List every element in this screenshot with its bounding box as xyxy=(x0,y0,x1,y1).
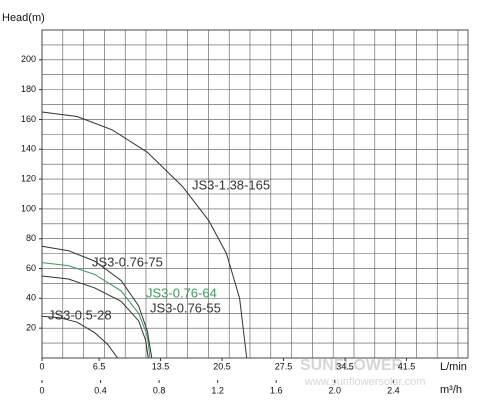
y-axis-label: Head(m) xyxy=(2,12,45,24)
y-tick-label: 80 xyxy=(26,233,36,243)
y-tick-label: 200 xyxy=(21,54,36,64)
x2-tick-label: 0.8 xyxy=(153,385,166,395)
watermark: SUNFLOWER xyxy=(300,357,404,374)
x2-tick-label: 1.6 xyxy=(270,385,283,395)
x-tick-label: 20.5 xyxy=(213,361,231,371)
x2-tick-label: 1.2 xyxy=(211,385,224,395)
x-tick-label: 34.5 xyxy=(336,361,354,371)
y-tick-label: 40 xyxy=(26,293,36,303)
plot-frame xyxy=(41,29,469,359)
y-tick-label: 20 xyxy=(26,323,36,333)
x2-tick-label: 0 xyxy=(39,385,44,395)
curve xyxy=(41,315,118,359)
y-tick-label: 160 xyxy=(21,114,36,124)
x-tick-label: 13.5 xyxy=(152,361,170,371)
curve xyxy=(41,275,149,359)
x-tick-label: 27.5 xyxy=(275,361,293,371)
x2-tick-label: 2.0 xyxy=(329,385,342,395)
x2-tick-label: 0.4 xyxy=(94,385,107,395)
y-tick-label: 60 xyxy=(26,263,36,273)
curve-label: JS3-0.76-55 xyxy=(150,300,221,315)
x-tick-label: 41.5 xyxy=(398,361,416,371)
y-tick-label: 120 xyxy=(21,173,36,183)
watermark: www.sunflowersolar.com xyxy=(304,376,425,388)
curve-label: JS3-1.38-165 xyxy=(192,177,270,192)
curve-label: JS3-0.76-75 xyxy=(92,254,163,269)
x2-tick-label: 2.4 xyxy=(387,385,400,395)
y-tick-label: 100 xyxy=(21,203,36,213)
y-tick-label: 180 xyxy=(21,84,36,94)
curve xyxy=(41,245,153,359)
y-tick-label: 140 xyxy=(21,144,36,154)
x-axis-label: L/min xyxy=(440,361,467,373)
curve-label: JS3-0.76-64 xyxy=(146,285,217,300)
x-tick-label: 6.5 xyxy=(93,361,106,371)
curve-label: JS3-0.5-28 xyxy=(48,307,112,322)
x-tick-label: 0 xyxy=(39,361,44,371)
curve xyxy=(41,111,248,359)
curve xyxy=(41,262,151,359)
x2-axis-label: m³/h xyxy=(440,384,462,396)
